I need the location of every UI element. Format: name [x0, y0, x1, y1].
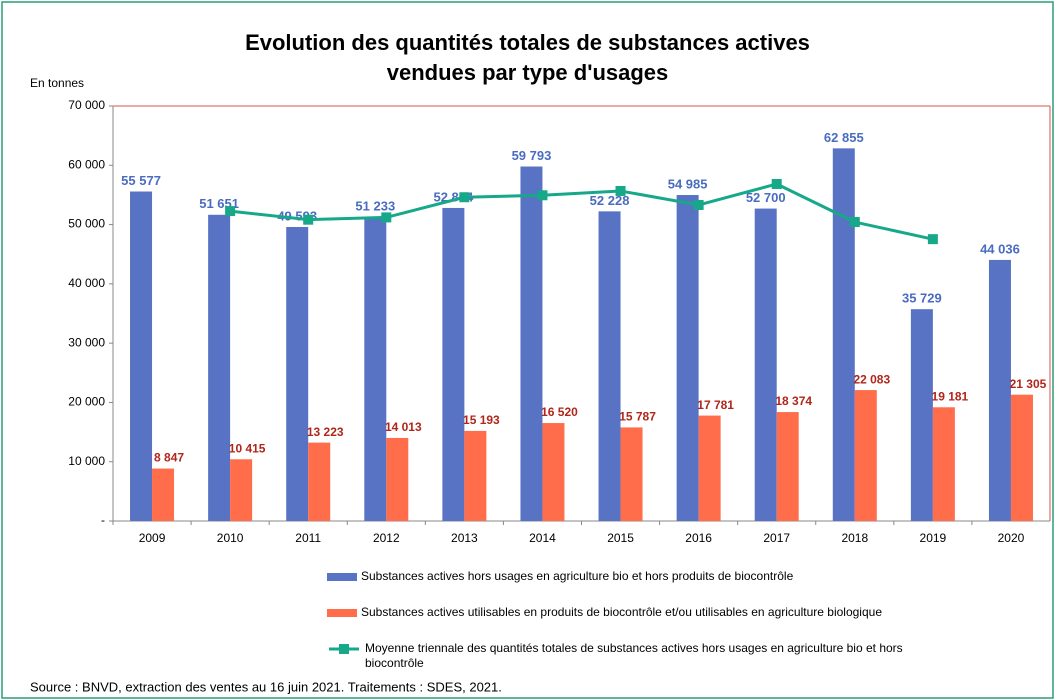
bar	[130, 191, 153, 521]
chart-title: Evolution des quantités totales de subst…	[245, 30, 810, 55]
bar	[598, 211, 621, 522]
x-tick-label: 2017	[763, 531, 790, 545]
legend-label: Substances actives hors usages en agricu…	[361, 569, 794, 583]
data-label: 21 305	[1010, 377, 1047, 391]
x-tick-label: 2019	[920, 531, 947, 545]
bar	[442, 207, 465, 522]
bar	[932, 407, 955, 521]
data-label: 59 793	[512, 148, 552, 163]
line	[229, 182, 934, 241]
data-label: 55 577	[121, 173, 161, 188]
data-label: 51 233	[355, 199, 395, 214]
line-marker	[615, 185, 626, 196]
bar	[698, 415, 721, 521]
data-label: 15 787	[619, 410, 656, 424]
bar	[364, 217, 387, 521]
x-tick-label: 2012	[373, 531, 400, 545]
y-tick-label: 70 000	[68, 98, 105, 112]
y-tick-label: 40 000	[68, 276, 105, 290]
data-label: 19 181	[932, 389, 969, 403]
data-label: 52 228	[590, 193, 630, 208]
bar	[286, 226, 309, 521]
x-tick-label: 2018	[841, 531, 868, 545]
bar	[208, 214, 231, 521]
y-tick-label: 60 000	[68, 157, 105, 171]
line-marker	[771, 178, 782, 189]
bar	[542, 423, 565, 521]
line-marker	[849, 217, 860, 228]
line-marker	[537, 190, 548, 201]
bar	[754, 208, 777, 522]
bar	[152, 468, 175, 521]
data-label: 16 520	[541, 405, 578, 419]
x-tick-label: 2020	[998, 531, 1025, 545]
line-marker	[303, 214, 314, 225]
x-tick-label: 2015	[607, 531, 634, 545]
bar	[832, 148, 855, 521]
x-tick-label: 2014	[529, 531, 556, 545]
legend-swatch	[327, 609, 357, 617]
bar	[308, 442, 331, 521]
data-label: 8 847	[154, 451, 184, 465]
legend-label: Substances actives utilisables en produi…	[361, 605, 882, 619]
bar	[386, 437, 409, 521]
data-label: 10 415	[229, 441, 266, 455]
data-label: 52 700	[746, 190, 786, 205]
data-label: 15 193	[463, 413, 500, 427]
x-tick-label: 2016	[685, 531, 712, 545]
bar	[988, 259, 1011, 521]
y-tick-label: 50 000	[68, 217, 105, 231]
x-tick-label: 2011	[295, 531, 321, 545]
bar	[910, 309, 933, 521]
chart-title: vendues par type d'usages	[386, 60, 669, 85]
data-label: 22 083	[853, 372, 890, 386]
data-label: 17 781	[697, 398, 734, 412]
line-marker	[693, 199, 704, 210]
y-tick-label: 30 000	[68, 335, 105, 349]
x-tick-label: 2010	[217, 531, 244, 545]
legend-label: Moyenne triennale des quantités totales …	[365, 641, 903, 670]
line-marker	[225, 206, 236, 217]
data-label: 54 985	[668, 176, 708, 191]
y-tick-label: 20 000	[68, 395, 105, 409]
data-label: 14 013	[385, 420, 422, 434]
line-marker	[459, 192, 470, 203]
bar	[464, 430, 487, 521]
data-label: 35 729	[902, 291, 942, 306]
x-tick-label: 2009	[139, 531, 166, 545]
legend-swatch	[327, 573, 357, 581]
legend-swatch	[339, 644, 349, 654]
line-marker	[381, 212, 392, 223]
x-tick-label: 2013	[451, 531, 478, 545]
bar	[230, 459, 253, 521]
bar	[620, 427, 643, 521]
data-label: 62 855	[824, 130, 864, 145]
data-label: 44 036	[980, 241, 1020, 256]
bar	[776, 412, 799, 521]
bar	[520, 166, 543, 521]
bar	[854, 390, 877, 521]
source: Source : BNVD, extraction des ventes au …	[30, 679, 502, 694]
bar	[676, 195, 699, 521]
line-marker	[927, 234, 938, 245]
y-axis-label: En tonnes	[30, 76, 84, 90]
data-label: 18 374	[775, 394, 812, 408]
y-tick-label: 10 000	[68, 454, 105, 468]
data-label: 13 223	[307, 425, 344, 439]
y-tick-label: -	[101, 513, 105, 527]
bar	[1010, 394, 1033, 521]
